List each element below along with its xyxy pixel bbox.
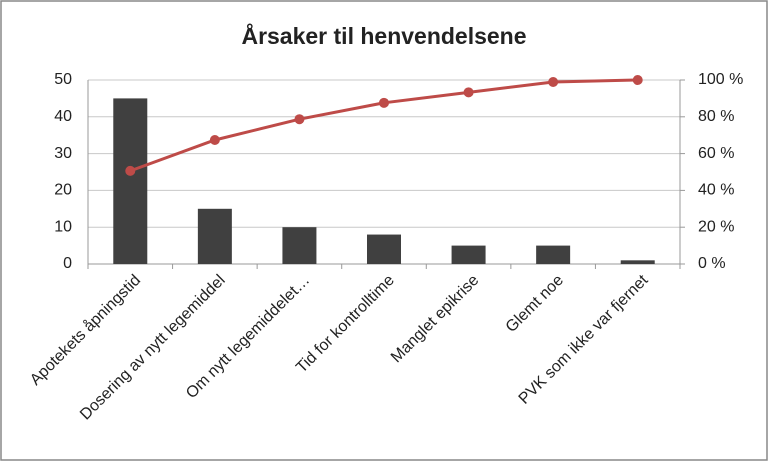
line-marker	[379, 97, 389, 108]
line-marker	[548, 77, 559, 88]
y2-tick-label: 40 %	[698, 182, 734, 199]
line-marker	[125, 165, 136, 176]
line-marker	[632, 75, 643, 85]
y-tick-label: 40	[54, 108, 72, 125]
line-marker	[209, 134, 220, 145]
line-marker	[463, 87, 474, 98]
y-tick-label: 30	[54, 145, 72, 162]
bar	[367, 234, 401, 264]
line-marker	[294, 114, 305, 125]
y2-tick-label: 80 %	[698, 108, 734, 125]
bar	[282, 227, 317, 264]
y-tick-label: 0	[63, 255, 72, 272]
y-tick-label: 10	[54, 218, 72, 235]
bar	[451, 245, 486, 264]
bar	[620, 260, 655, 264]
y2-tick-label: 20 %	[698, 218, 734, 235]
bar	[197, 208, 232, 264]
y-tick-label: 50	[54, 71, 72, 88]
y2-tick-label: 0 %	[698, 255, 726, 272]
chart-title: Årsaker til henvendelsene	[241, 22, 526, 49]
bar	[113, 98, 148, 265]
bar	[536, 245, 571, 264]
y2-tick-label: 100 %	[698, 71, 743, 88]
y2-tick-label: 60 %	[698, 145, 734, 162]
y-tick-label: 20	[54, 182, 72, 199]
